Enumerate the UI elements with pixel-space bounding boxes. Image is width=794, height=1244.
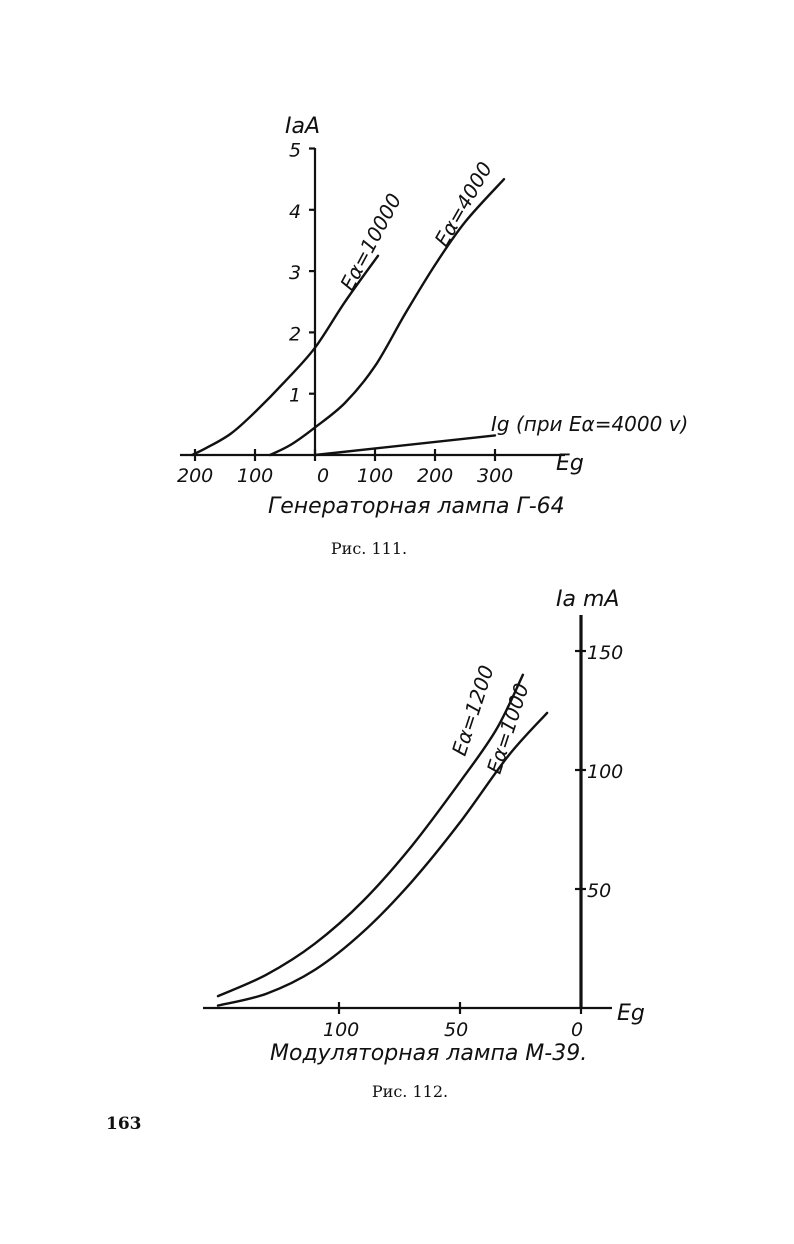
- chart2-y-axis-label: Ia mA: [556, 587, 619, 612]
- chart2-lamp-title: Модуляторная лампа М-39.: [270, 1041, 587, 1066]
- chart-generator-lamp: 200 100 0 100 200 300 1 2 3 4 5 IaA Eg Eα=10000 E…: [177, 114, 688, 519]
- chart2-y-tick-labels: 50 100 150: [587, 642, 623, 902]
- chart1-y-tick-labels: 1 2 3 4 5: [289, 140, 301, 407]
- chart2-x-tick-labels: 100 50 0: [323, 1019, 583, 1041]
- chart1-y-tick-label-2: 3: [289, 262, 301, 284]
- chart1-series-1-curve: [268, 178, 506, 457]
- chart2-x-axis-label: Eg: [617, 1001, 645, 1026]
- chart1-y-axis-label: IaA: [285, 114, 320, 139]
- chart1-y-tick-label-1: 2: [289, 323, 301, 345]
- chart2-x-tick-label-0: 100: [323, 1019, 359, 1041]
- page-number: 163: [106, 1114, 142, 1134]
- chart1-y-tick-label-4: 5: [289, 140, 301, 162]
- chart2-axes: [203, 615, 612, 1010]
- chart1-series-0-curve: [190, 254, 380, 457]
- chart1-x-tick-label-3: 100: [357, 465, 393, 487]
- chart1-lamp-title: Генераторная лампа Г-64: [268, 494, 565, 519]
- chart1-x-tick-label-0: 200: [177, 465, 213, 487]
- chart2-curves: [216, 673, 549, 1007]
- chart1-x-axis-label: Eg: [556, 451, 584, 476]
- chart1-y-tick-label-3: 4: [289, 201, 301, 223]
- chart2-series-1-curve: [216, 711, 549, 1007]
- chart2-y-tick-label-2: 150: [587, 642, 623, 664]
- figure-111-caption: Рис. 111.: [330, 539, 408, 558]
- chart1-series-label-ea-10000: Eα=10000: [335, 189, 406, 294]
- chart2-tick-marks: [337, 649, 586, 1014]
- chart2-y-tick-label-0: 50: [587, 880, 611, 902]
- chart2-x-tick-label-1: 50: [444, 1019, 468, 1041]
- chart2-series-0-curve: [216, 673, 525, 998]
- chart2-x-tick-label-2: 0: [571, 1019, 583, 1041]
- chart1-x-tick-label-5: 300: [477, 465, 513, 487]
- chart1-x-tick-label-2: 0: [317, 465, 329, 487]
- chart1-series-label-ea-4000: Eα=4000: [430, 158, 498, 251]
- chart1-tick-marks: [193, 147, 497, 461]
- chart1-x-tick-label-1: 100: [237, 465, 273, 487]
- chart2-y-tick-label-1: 100: [587, 761, 623, 783]
- chart1-x-tick-labels: 200 100 0 100 200 300: [177, 465, 513, 487]
- chart1-axes: [180, 148, 565, 457]
- chart1-x-tick-label-4: 200: [417, 465, 453, 487]
- chart1-series-label-ig: Ig (при Eα=4000 v): [491, 412, 688, 436]
- chart1-curves: [190, 178, 506, 457]
- figure-112-caption: Рис. 112.: [371, 1082, 449, 1101]
- chart1-series-2-curve: [313, 434, 497, 457]
- chart1-y-tick-label-0: 1: [289, 385, 301, 407]
